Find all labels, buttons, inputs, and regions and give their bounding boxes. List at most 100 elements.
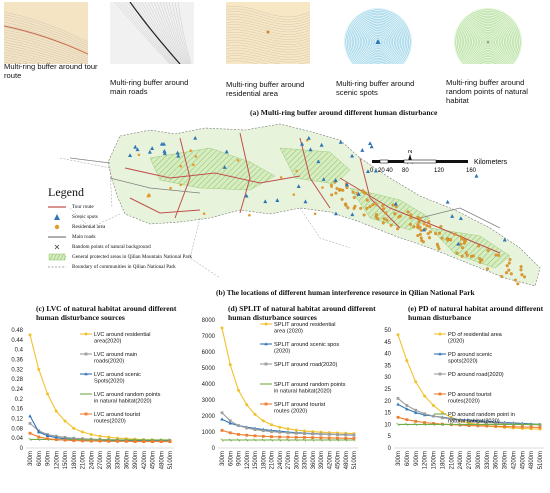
map-legend: Legend Tour route Scenic spots Residential… (48, 185, 248, 291)
residential-dot (428, 224, 432, 228)
data-point (503, 425, 506, 428)
data-point (485, 421, 489, 424)
x-tick-label: 1500m (253, 451, 259, 469)
cross-icon (54, 244, 60, 250)
residential-dot (416, 223, 420, 227)
data-point (228, 438, 232, 442)
legend-item: Main roads (48, 233, 248, 243)
data-point (46, 392, 49, 396)
data-point (98, 439, 102, 443)
data-point (245, 426, 249, 430)
residential-dot (460, 237, 464, 241)
y-tick-label: 8000 (202, 318, 216, 324)
chart-legend-label: (2020) (448, 339, 464, 345)
y-tick-label: 40 (384, 352, 391, 358)
chart-legend-label: in natural habitat(2020) (274, 389, 332, 395)
data-point (538, 422, 542, 427)
data-point (37, 435, 41, 439)
residential-dot (477, 244, 481, 248)
data-point (237, 388, 240, 392)
chart-legend-label: routes(2020) (94, 419, 126, 425)
dot-icon (54, 224, 60, 230)
scenic-spot (159, 141, 164, 146)
legend-title: Legend (48, 185, 84, 199)
data-point (344, 433, 348, 437)
data-point (431, 422, 436, 427)
legend-item: Residential area (48, 223, 248, 233)
residential-dot (437, 231, 441, 235)
line-icon (48, 206, 66, 208)
community-boundary (69, 207, 121, 229)
residential-dot (408, 222, 412, 226)
caption-a: (a) Multi-ring buffer around different h… (250, 108, 438, 117)
residential-dot (422, 222, 426, 226)
data-point (63, 419, 67, 423)
data-point (220, 417, 224, 421)
residential-dot (522, 275, 526, 279)
legend-label: Scenic spots (72, 214, 98, 220)
legend-label: Boundary of communities in Qilian Nation… (72, 264, 176, 270)
data-point (414, 419, 418, 423)
data-point (54, 435, 58, 439)
triangle-icon (54, 214, 60, 220)
data-point (151, 440, 154, 444)
residential-dot (418, 232, 422, 236)
series-line (29, 334, 171, 441)
x-tick-label: 4500m (520, 451, 526, 469)
x-tick-label: 300m (220, 451, 226, 466)
data-point (405, 359, 409, 363)
residential-dot (396, 227, 400, 231)
data-point (396, 422, 400, 427)
residential-dot (505, 264, 509, 268)
y-tick-label: 30 (384, 375, 391, 381)
scale-unit: Kilometers (474, 159, 508, 166)
data-point (286, 435, 290, 439)
scenic-spot (393, 201, 398, 206)
data-point (494, 421, 498, 425)
residential-dot (464, 251, 468, 255)
data-point (294, 438, 298, 442)
data-point (63, 438, 67, 442)
scenic-spot (333, 178, 338, 182)
x-tick-label: 3000m (476, 451, 482, 469)
scenic-spot (350, 153, 355, 158)
residential-dot (361, 189, 365, 193)
data-point (520, 425, 524, 429)
residential-dot (505, 271, 509, 275)
legend-item: Random points of natural background (48, 243, 248, 253)
data-point (245, 403, 249, 407)
residential-dot (371, 203, 375, 207)
residential-dot (137, 153, 141, 157)
y-tick-label: 20 (384, 399, 391, 405)
y-tick-label: 0 (20, 446, 24, 452)
data-point (405, 422, 409, 427)
thumbnail-caption: Multi-ring buffer around tour route (4, 62, 98, 80)
x-tick-label: 3000m (107, 451, 113, 469)
data-point (311, 432, 315, 436)
data-point (168, 440, 172, 444)
data-point (319, 432, 323, 436)
data-point (302, 438, 307, 442)
residential-dot (340, 197, 344, 201)
chart-legend-label: PD around random point in (448, 412, 515, 418)
ring-buffer (454, 8, 522, 64)
data-point (303, 429, 306, 433)
residential-dot (437, 247, 441, 251)
thumbnail-caption: Multi-ring buffer around scenic spots (336, 79, 415, 97)
x-tick-label: 2400m (278, 451, 284, 469)
buffer-thumbnail-route (4, 2, 88, 64)
buffer-thumbnail-residential (226, 2, 310, 64)
data-point (133, 440, 137, 444)
y-tick-label: 0.12 (11, 417, 23, 423)
data-point (303, 436, 306, 439)
residential-dot (508, 258, 512, 262)
data-point (28, 333, 32, 337)
residential-dot (194, 155, 198, 158)
series-3 (220, 411, 356, 437)
data-point (458, 418, 462, 422)
chart-legend-label: PD around scenic (448, 352, 492, 358)
data-point (440, 411, 444, 415)
scenic-spot (316, 159, 321, 164)
data-point (54, 409, 58, 413)
